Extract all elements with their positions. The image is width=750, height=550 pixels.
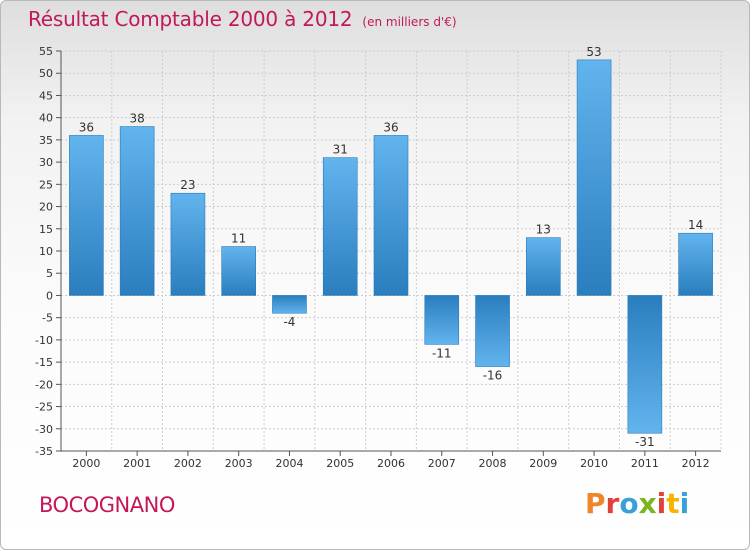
commune-name: BOCOGNANO	[39, 493, 175, 517]
bar-2012	[678, 232, 713, 296]
y-tick-label: 45	[39, 89, 53, 102]
y-tick-label: 0	[46, 289, 53, 302]
chart-subtitle: (en milliers d'€)	[362, 15, 457, 29]
data-label: 13	[536, 223, 551, 237]
x-tick-label: 2010	[580, 457, 608, 470]
logo-letter: P	[585, 487, 606, 520]
y-tick-label: -25	[35, 401, 53, 414]
bar-2001	[119, 126, 155, 296]
x-tick-label: 2004	[275, 457, 303, 470]
data-label: 53	[586, 45, 601, 59]
data-label: 31	[333, 143, 348, 157]
logo-letter: r	[605, 487, 620, 520]
data-label: 36	[79, 120, 94, 134]
data-label: -16	[483, 369, 503, 383]
data-label: 38	[130, 112, 145, 126]
y-tick-label: -10	[35, 334, 53, 347]
y-tick-label: 35	[39, 134, 53, 147]
axes: 5550454035302520151050-5-10-15-20-25-30-…	[35, 45, 721, 470]
x-tick-label: 2000	[72, 457, 100, 470]
bar-2009	[526, 237, 561, 296]
x-tick-label: 2007	[428, 457, 456, 470]
x-tick-label: 2012	[682, 457, 710, 470]
y-tick-label: 15	[39, 223, 53, 236]
chart-title: Résultat Comptable 2000 à 2012 (en millie…	[28, 7, 457, 31]
x-tick-label: 2003	[225, 457, 253, 470]
data-label: 23	[180, 178, 195, 192]
y-tick-label: 20	[39, 201, 53, 214]
x-tick-label: 2009	[529, 457, 557, 470]
bar-2003	[221, 246, 256, 296]
y-tick-label: 55	[39, 45, 53, 58]
logo-letter: i	[656, 487, 667, 520]
y-tick-label: 50	[39, 67, 53, 80]
x-tick-label: 2002	[174, 457, 202, 470]
data-label: 11	[231, 232, 246, 246]
bars	[69, 59, 713, 434]
bar-2007	[424, 295, 460, 345]
logo-letter: i	[679, 487, 690, 520]
y-tick-label: -30	[35, 423, 53, 436]
logo-letter: t	[666, 487, 680, 520]
data-label: -4	[283, 315, 295, 329]
bar-2000	[69, 135, 104, 296]
y-tick-label: -35	[35, 445, 53, 458]
logo-letter: o	[619, 487, 639, 520]
y-tick-label: 25	[39, 178, 53, 191]
data-label: -11	[432, 346, 452, 360]
y-tick-label: 10	[39, 245, 53, 258]
y-tick-label: 5	[46, 267, 53, 280]
proxiti-logo[interactable]: Proxiti	[585, 487, 689, 520]
bar-2006	[373, 135, 409, 296]
x-tick-label: 2011	[631, 457, 659, 470]
x-tick-label: 2005	[326, 457, 354, 470]
data-labels: 36 38 23 11 -4 31 36 -11 -16 13 53 -31 14	[79, 45, 704, 449]
bar-2008	[475, 295, 510, 367]
data-label: -31	[635, 435, 655, 449]
logo-letter: x	[638, 487, 657, 520]
title-text: Résultat Comptable 2000 à 2012	[28, 7, 353, 31]
bar-2002	[170, 192, 206, 296]
x-tick-label: 2001	[123, 457, 151, 470]
y-tick-label: -20	[35, 378, 53, 391]
bar-2010	[576, 59, 612, 296]
data-label: 36	[383, 120, 398, 134]
bar-2004	[272, 295, 307, 314]
data-label: 14	[688, 218, 703, 232]
y-tick-label: 30	[39, 156, 53, 169]
bar-2011	[627, 295, 663, 434]
y-tick-label: -15	[35, 356, 53, 369]
y-tick-label: -5	[42, 312, 53, 325]
y-tick-label: 40	[39, 112, 53, 125]
x-tick-label: 2006	[377, 457, 405, 470]
x-tick-label: 2008	[479, 457, 507, 470]
bar-2005	[322, 157, 358, 296]
